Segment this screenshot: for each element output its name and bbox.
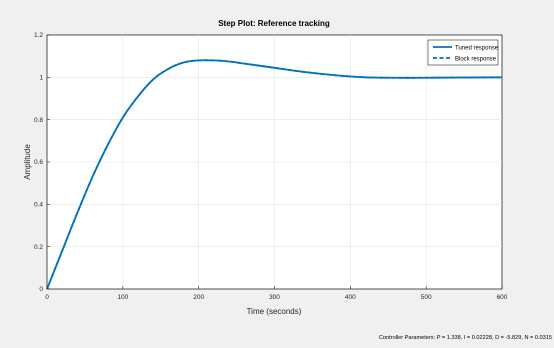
y-tick-label: 0.4: [34, 202, 43, 209]
y-tick-label: 1: [39, 75, 43, 82]
x-tick-label: 600: [497, 294, 508, 301]
legend-label-tuned: Tuned response: [455, 46, 499, 52]
chart-title: Step Plot: Reference tracking: [218, 19, 330, 28]
legend-label-block: Block response: [455, 57, 497, 63]
legend-box: [427, 39, 499, 66]
x-tick-label: 500: [421, 294, 432, 301]
x-tick-label: 100: [117, 294, 128, 301]
y-tick-label: 0.8: [34, 117, 43, 124]
controller-parameters-text: Controller Parameters: P = 1.338, I = 0.…: [379, 335, 552, 341]
y-tick-label: 0: [39, 286, 43, 293]
y-tick-label: 1.2: [34, 32, 43, 39]
x-tick-label: 200: [193, 294, 204, 301]
x-tick-label: 0: [45, 294, 49, 301]
series-line-block-response: [46, 59, 503, 290]
axis-ticks: 0 100 200 300 400 500 600 0 0.2 0.4 0.6 0.8 1 1.2: [34, 32, 508, 301]
y-axis-label: Amplitude: [23, 144, 32, 180]
grid-lines: [47, 35, 502, 289]
y-tick-label: 0.6: [34, 159, 43, 166]
x-tick-label: 300: [269, 294, 280, 301]
x-tick-label: 400: [345, 294, 356, 301]
legend: Tuned response Block response: [427, 39, 499, 66]
y-tick-label: 0.2: [34, 244, 43, 251]
x-axis-label: Time (seconds): [247, 307, 302, 316]
series-lines: [46, 59, 503, 290]
